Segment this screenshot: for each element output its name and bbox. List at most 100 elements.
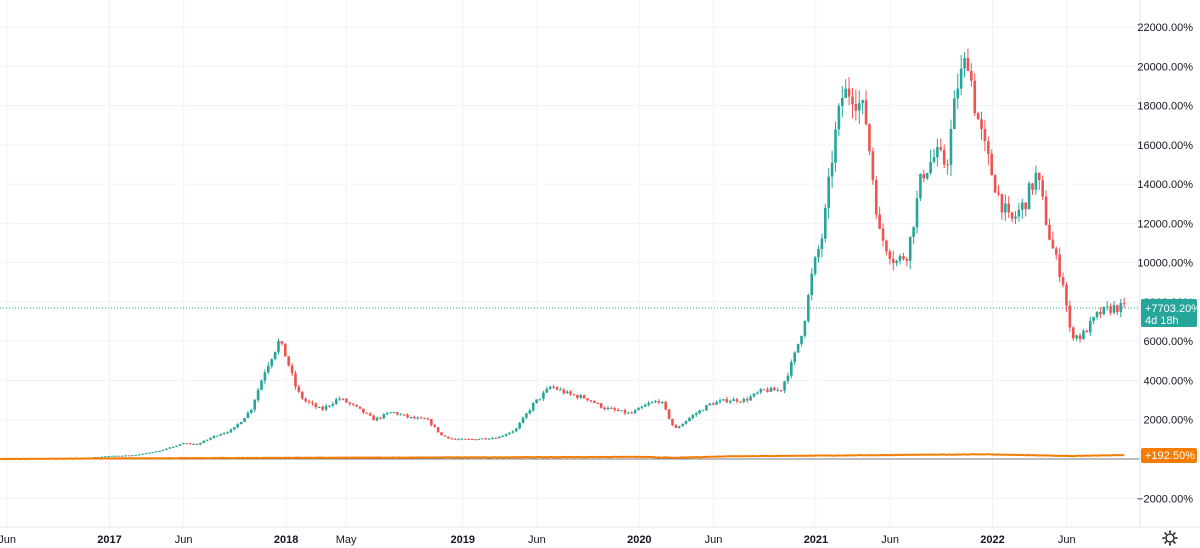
candle-body: [436, 427, 440, 433]
candle-body: [582, 395, 586, 399]
candle-body: [175, 445, 178, 447]
candle-body: [304, 398, 307, 402]
candle-body: [783, 381, 786, 391]
candle-body: [1085, 330, 1089, 333]
candle-body: [542, 392, 545, 399]
candle-body: [1119, 303, 1123, 313]
candle-body: [878, 214, 881, 229]
candle-body: [229, 429, 233, 433]
candle-body: [233, 427, 236, 430]
candle-body: [107, 456, 110, 458]
candle-body: [749, 396, 752, 401]
candle-body: [827, 176, 831, 208]
candle-body: [820, 238, 824, 250]
candle-body: [596, 402, 600, 404]
candle-body: [824, 207, 827, 239]
candle-body: [779, 390, 783, 392]
candle-body: [908, 236, 912, 261]
candle-body: [382, 414, 386, 419]
candle-body: [467, 438, 470, 440]
price-tick-label: 4000.00%: [1143, 375, 1193, 387]
candle-body: [328, 405, 331, 407]
candle-body: [980, 119, 983, 130]
candle-body: [134, 455, 138, 457]
candle-body: [338, 398, 341, 400]
candle-body: [409, 417, 413, 419]
candle-body: [871, 151, 875, 181]
candle-body: [956, 88, 960, 99]
candle-body: [219, 434, 223, 436]
candle-body: [976, 113, 980, 120]
last-value-badge: +7703.20% 4d 18h: [1141, 299, 1200, 327]
price-tick-label: 6000.00%: [1143, 336, 1193, 348]
candle-body: [650, 402, 654, 404]
candle-body: [579, 395, 583, 398]
candle-body: [260, 380, 263, 390]
candle-body: [1105, 306, 1109, 308]
candle-body: [902, 256, 905, 259]
candle-body: [440, 432, 443, 436]
candle-body: [1027, 183, 1031, 210]
candle-body: [1037, 172, 1041, 181]
candle-body: [195, 443, 199, 445]
comparison-value-badge: +192.50%: [1141, 448, 1197, 463]
candle-body: [752, 393, 756, 397]
candle-body: [93, 457, 97, 459]
candle-body: [919, 174, 922, 199]
candle-body: [457, 439, 460, 441]
candle-body: [1004, 203, 1007, 213]
candle-body: [154, 451, 158, 453]
candle-body: [874, 180, 878, 215]
candle-body: [226, 432, 229, 434]
candle-body: [375, 417, 379, 421]
candle-body: [202, 440, 206, 443]
candle-body: [199, 442, 202, 445]
candle-body: [830, 162, 834, 177]
candle-body: [1000, 194, 1004, 213]
candle-body: [993, 175, 997, 193]
candle-body: [630, 412, 634, 414]
candle-body: [256, 389, 260, 401]
candle-body: [321, 407, 324, 410]
candle-body: [171, 446, 175, 448]
candle-series: [2, 48, 1126, 461]
candle-body: [769, 387, 773, 392]
candle-body: [881, 228, 885, 241]
candle-body: [246, 412, 250, 419]
candle-body: [640, 406, 644, 408]
candle-body: [708, 403, 712, 406]
candle-body: [987, 141, 990, 154]
candle-body: [688, 418, 691, 422]
candle-body: [396, 412, 399, 415]
candle-body: [973, 80, 977, 114]
candle-body: [416, 417, 420, 419]
candle-body: [606, 407, 610, 410]
candle-body: [851, 96, 854, 105]
candle-body: [1082, 330, 1085, 340]
candle-body: [722, 399, 725, 401]
candle-body: [263, 372, 267, 381]
candle-body: [538, 398, 542, 400]
price-axis[interactable]: [1140, 0, 1200, 527]
candle-body: [148, 452, 151, 454]
candle-body: [990, 153, 994, 176]
candle-body: [715, 402, 718, 405]
candle-body: [813, 257, 817, 274]
candle-body: [280, 341, 284, 344]
candle-body: [324, 405, 328, 410]
candle-body: [925, 173, 929, 179]
candle-body: [840, 97, 844, 106]
time-tick-label: 2017: [97, 534, 121, 546]
candle-body: [966, 58, 970, 72]
candle-body: [949, 128, 953, 165]
candle-body: [861, 100, 864, 104]
candle-body: [790, 362, 793, 376]
candle-body: [644, 404, 647, 407]
price-tick-label: 12000.00%: [1137, 218, 1193, 230]
candle-body: [239, 421, 243, 425]
candle-body: [127, 455, 131, 457]
candle-body: [936, 147, 939, 158]
candle-body: [511, 431, 515, 433]
gear-icon[interactable]: [1162, 530, 1178, 546]
